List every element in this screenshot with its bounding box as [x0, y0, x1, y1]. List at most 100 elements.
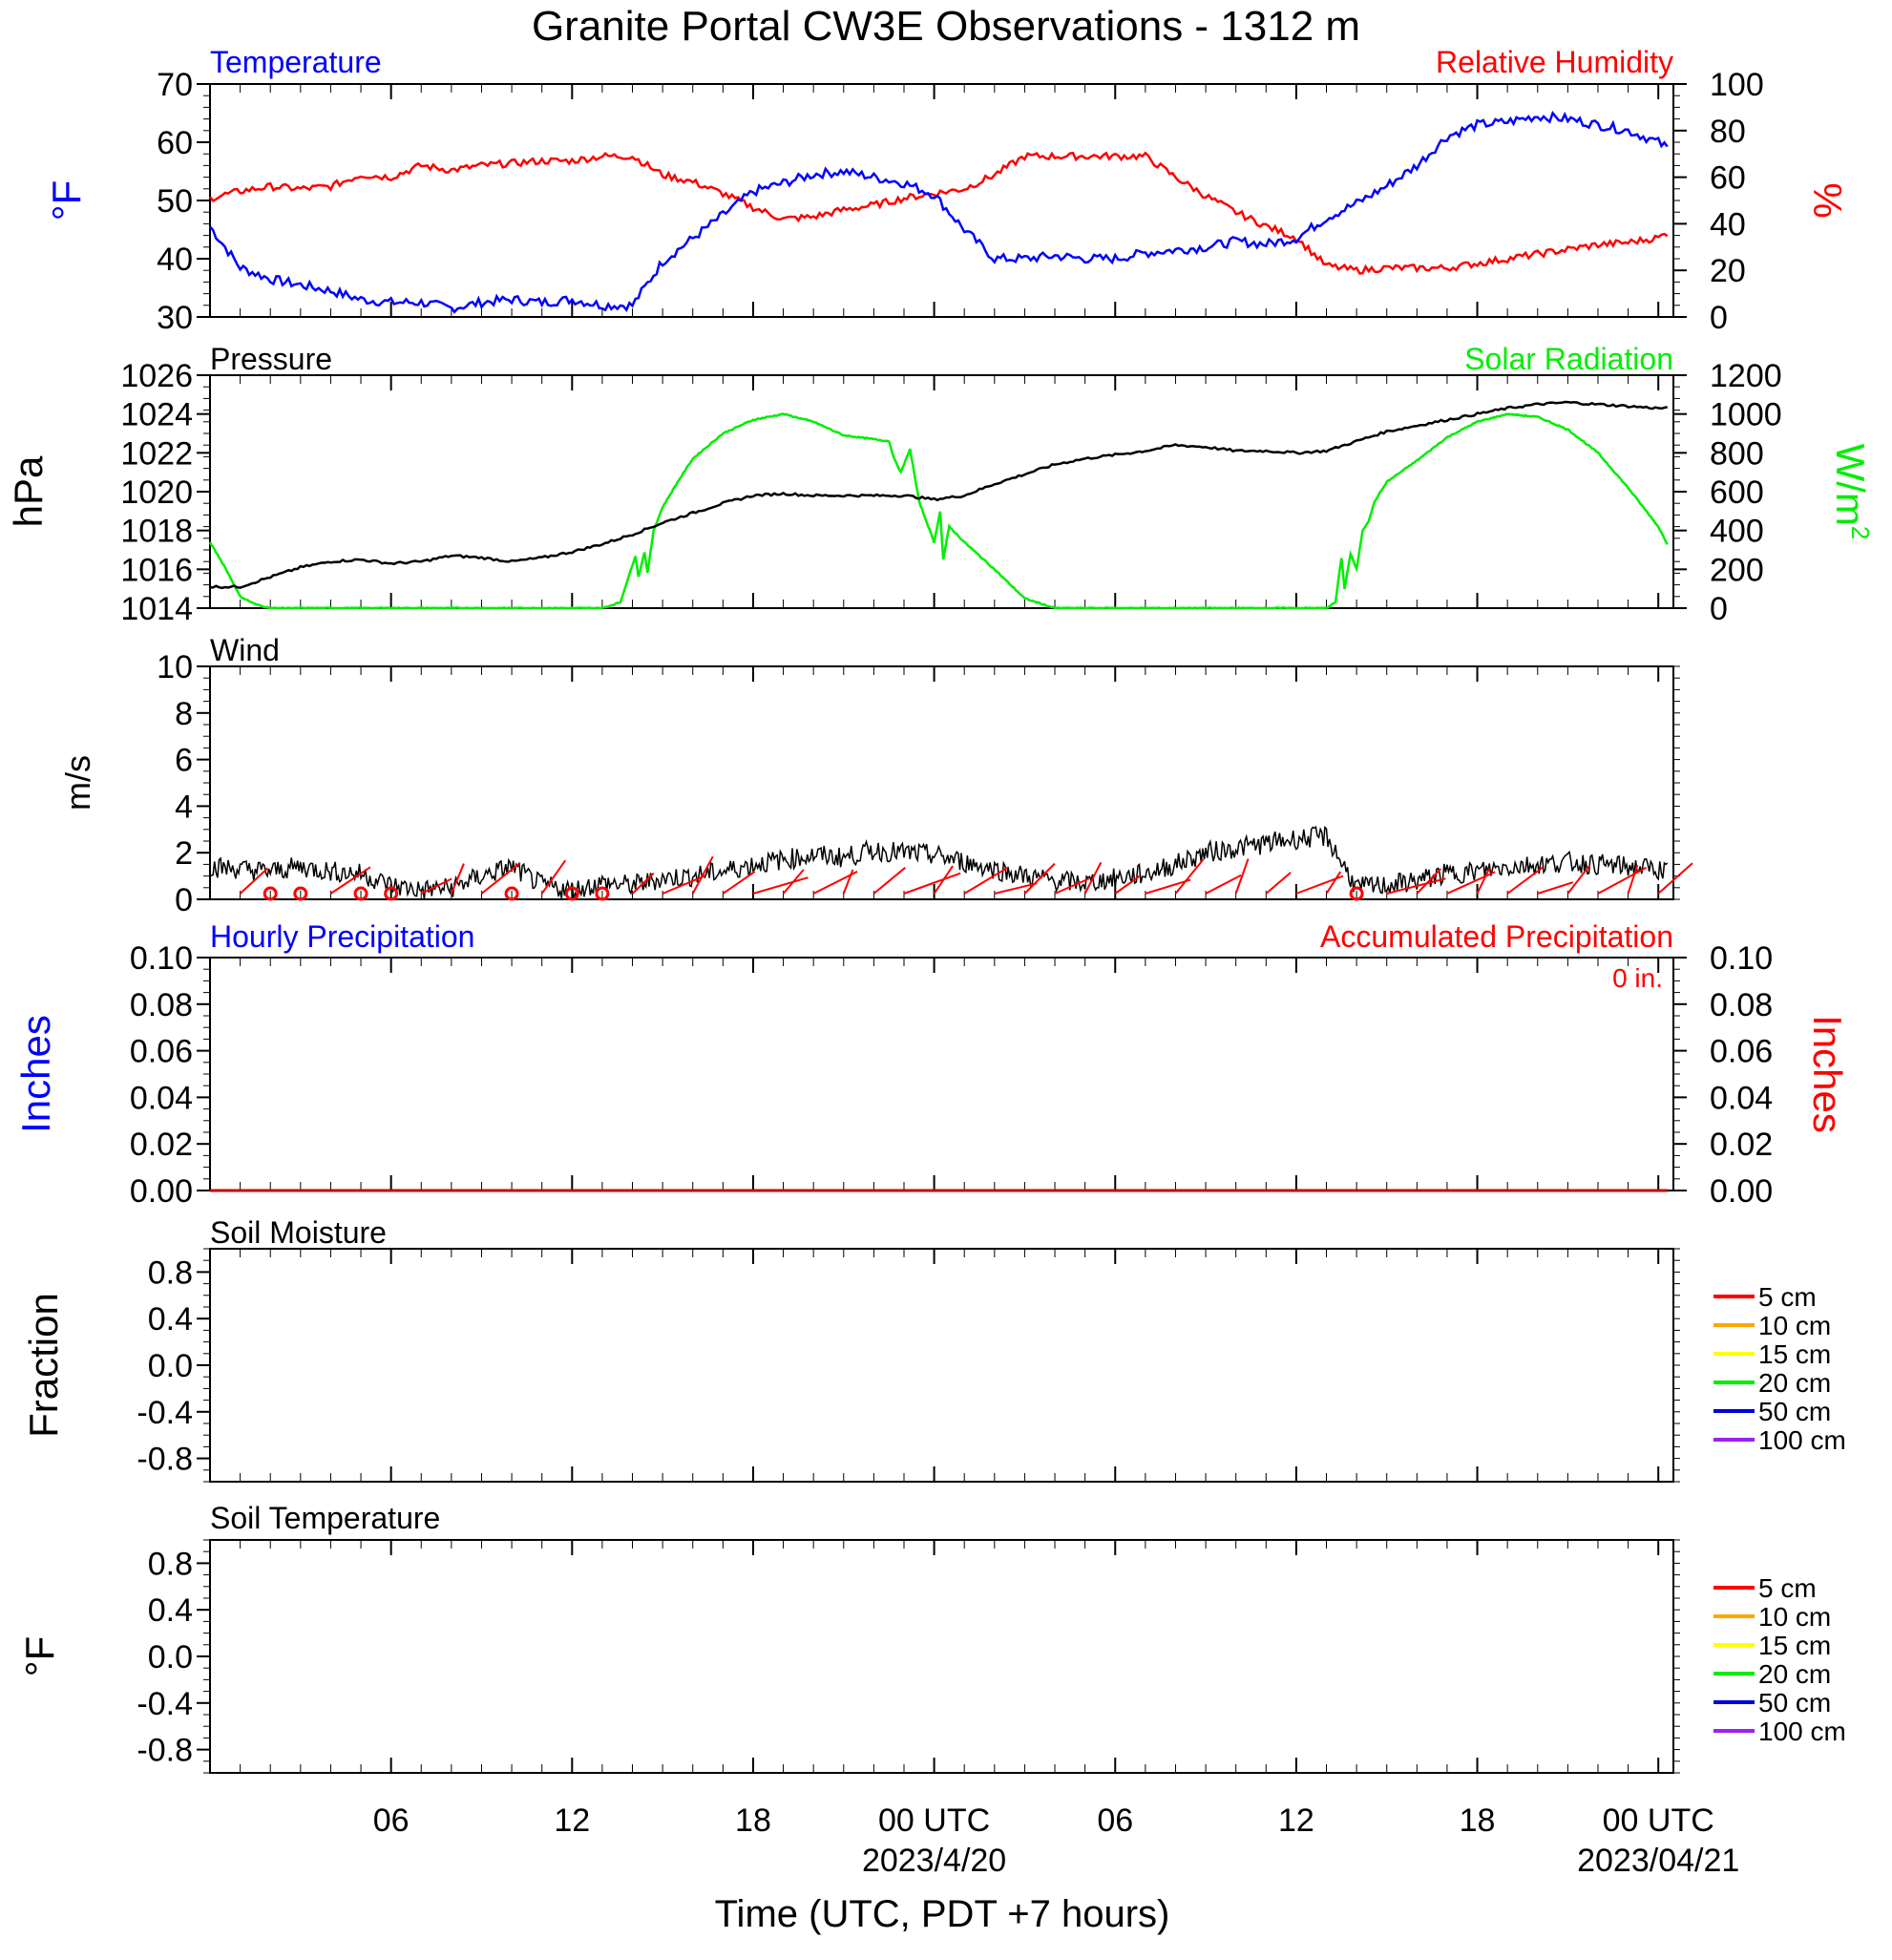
legend-label: 15 cm	[1758, 1631, 1831, 1660]
y-tick-label: 1000	[1710, 397, 1782, 433]
y-tick-label: 8	[175, 696, 193, 732]
panel-frame	[209, 1539, 1674, 1774]
y-tick-label: 6	[175, 743, 193, 779]
wind-barb	[752, 876, 809, 895]
y-tick-label: 0.00	[1710, 1173, 1773, 1210]
pressure-title: Pressure	[210, 342, 332, 376]
x-tick-date: 2023/04/21	[1577, 1843, 1739, 1879]
y-tick-label: 0.0	[148, 1639, 193, 1675]
wind-unit: m/s	[58, 755, 97, 811]
y-tick-label: 1016	[120, 552, 193, 588]
solar-line	[208, 412, 1669, 610]
y-tick-label: 0	[175, 882, 193, 918]
x-tick-label: 00 UTC	[878, 1802, 990, 1839]
y-tick-label: -0.4	[137, 1686, 193, 1722]
wind-barb	[480, 862, 521, 895]
wind-barb	[722, 871, 756, 895]
tick-marks	[203, 374, 1680, 609]
y-tick-label: 30	[157, 300, 193, 336]
y-tick-label: 0.00	[130, 1173, 193, 1210]
legend-label: 20 cm	[1758, 1368, 1831, 1398]
y-tick-label: 0.06	[130, 1034, 193, 1070]
y-tick-label: 0.10	[1710, 940, 1773, 977]
y-tick-label: 1022	[120, 435, 193, 472]
calm-circle	[564, 886, 579, 901]
x-tick-label: 06	[373, 1802, 410, 1839]
y-tick-label: -0.8	[137, 1442, 193, 1478]
pressure-line	[209, 400, 1668, 590]
wind-barb	[1174, 858, 1205, 895]
calm-circle	[263, 886, 278, 901]
humidity-y-ticks: 100 80 60 40 20 0	[1673, 67, 1764, 336]
y-tick-label: 0.8	[148, 1254, 193, 1291]
y-tick-label: 80	[1710, 114, 1746, 150]
wind-barb	[1657, 862, 1693, 895]
panel-frame	[209, 957, 1674, 1191]
y-tick-label: 0.4	[148, 1592, 193, 1629]
humidity-unit: %	[1805, 182, 1850, 218]
soil-moisture-title: Soil Moisture	[210, 1215, 387, 1250]
calm-circle	[1349, 886, 1364, 901]
x-tick-label: 12	[554, 1802, 590, 1839]
soil-moisture-unit: Fraction	[21, 1293, 66, 1438]
legend-label: 15 cm	[1758, 1339, 1831, 1369]
wind-line	[209, 825, 1669, 900]
legend-label: 10 cm	[1758, 1602, 1831, 1632]
wind-barb	[420, 877, 452, 895]
x-tick-label: 18	[1460, 1802, 1496, 1839]
temperature-unit: °F	[44, 180, 89, 221]
legend-label: 5 cm	[1758, 1573, 1817, 1603]
wind-barb	[1145, 878, 1191, 895]
panel-soil-temperature: Soil Temperature °F 0.8 0.4 0.0 -0.4 -0.8 5 …	[17, 1501, 1846, 1774]
panel-frame	[209, 1248, 1674, 1483]
y-tick-label: 4	[175, 789, 193, 825]
soil-temp-unit: °F	[17, 1636, 62, 1676]
y-tick-label: 20	[1710, 253, 1746, 289]
y-tick-label: 0	[1710, 300, 1728, 336]
legend-label: 100 cm	[1758, 1425, 1846, 1455]
y-tick-label: 0.04	[1710, 1080, 1773, 1116]
wind-title: Wind	[210, 633, 280, 667]
y-tick-label: 200	[1710, 552, 1764, 588]
wind-barb	[933, 865, 954, 895]
y-tick-label: 1200	[1710, 358, 1782, 394]
chart-title: Granite Portal CW3E Observations - 1312 …	[532, 3, 1360, 50]
y-tick-label: 50	[157, 183, 193, 220]
wind-barb	[1023, 862, 1056, 895]
y-tick-label: 2	[175, 835, 193, 872]
wind-barb	[1627, 864, 1639, 895]
x-tick-label: 00 UTC	[1603, 1802, 1714, 1839]
panel-temp-rh: Temperature Relative Humidity °F % 70 60 5…	[44, 45, 1850, 336]
solar-unit-sup: 2	[1846, 526, 1875, 539]
pressure-unit: hPa	[6, 455, 51, 527]
x-tick-date: 2023/4/20	[862, 1843, 1006, 1879]
y-tick-label: 0.08	[1710, 987, 1773, 1023]
wind-barb	[239, 867, 269, 895]
wind-barb	[1083, 861, 1103, 895]
y-tick-label: 1018	[120, 514, 193, 550]
calm-circle	[353, 886, 368, 901]
wind-barb	[691, 855, 714, 895]
wind-barb	[1446, 871, 1496, 895]
humidity-line	[208, 151, 1669, 275]
x-tick-label: 12	[1278, 1802, 1314, 1839]
wind-barb	[1566, 864, 1591, 895]
wind-barb	[1597, 866, 1647, 895]
wind-barb	[903, 872, 961, 895]
wind-barbs	[239, 855, 1693, 901]
y-tick-label: 100	[1710, 67, 1764, 103]
y-tick-label: 0.02	[130, 1127, 193, 1163]
y-tick-label: 40	[157, 242, 193, 278]
wind-barb	[1265, 872, 1292, 895]
tick-marks	[203, 665, 1680, 900]
wind-barb	[1476, 868, 1491, 895]
tick-marks	[203, 1248, 1680, 1483]
temperature-title: Temperature	[210, 45, 382, 79]
wind-barb	[872, 867, 906, 895]
panel-frame	[209, 665, 1674, 900]
y-tick-label: 0.10	[130, 940, 193, 977]
